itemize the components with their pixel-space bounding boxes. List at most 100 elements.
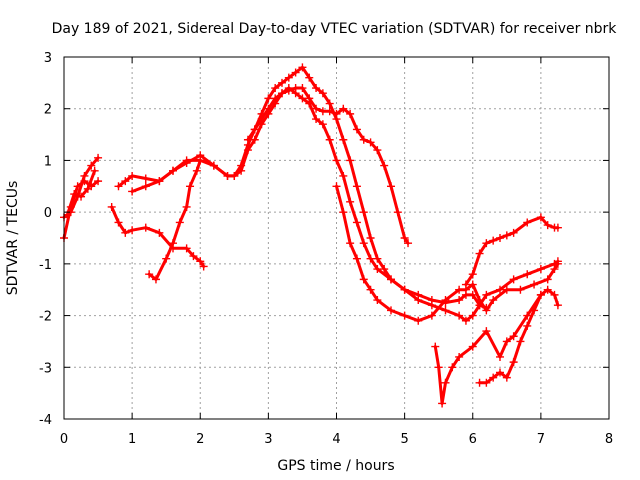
data-point: [543, 221, 552, 230]
data-point: [318, 120, 327, 129]
data-point: [380, 265, 389, 274]
data-point: [530, 280, 539, 289]
data-point: [509, 332, 518, 341]
data-point: [346, 197, 355, 206]
data-point: [352, 182, 361, 191]
data-point: [318, 89, 327, 98]
data-point: [155, 228, 164, 237]
series-group: [60, 63, 562, 408]
data-point: [366, 254, 375, 263]
data-point: [346, 156, 355, 165]
data-point: [536, 213, 545, 222]
data-point: [121, 177, 130, 186]
data-point: [441, 378, 450, 387]
data-point: [141, 174, 150, 183]
data-point: [509, 228, 518, 237]
data-point: [530, 306, 539, 315]
x-tick-label: 1: [128, 432, 136, 447]
data-point: [141, 223, 150, 232]
data-point: [264, 109, 273, 118]
series-line: [478, 293, 543, 385]
data-point: [455, 285, 464, 294]
data-point: [431, 342, 440, 351]
data-point: [448, 363, 457, 372]
data-point: [151, 275, 160, 284]
data-point: [243, 146, 252, 155]
y-tick-label: 0: [44, 206, 52, 221]
data-point: [94, 153, 103, 162]
data-point: [284, 73, 293, 82]
data-point: [502, 231, 511, 240]
series-line: [246, 65, 560, 323]
x-tick-label: 0: [60, 432, 68, 447]
y-axis-label: SDTVAR / TECUs: [5, 181, 21, 296]
data-point: [455, 352, 464, 361]
data-point: [332, 156, 341, 165]
y-tick-label: 3: [44, 51, 52, 66]
data-point: [182, 202, 191, 211]
x-tick-label: 4: [332, 432, 340, 447]
data-point: [90, 166, 99, 175]
axis-ticks: 0 1 2 3 4 5 6 7 8 -4 -3 -2 -1 0 1 2 3: [39, 51, 613, 447]
data-point: [250, 125, 259, 134]
data-point: [298, 94, 307, 103]
data-point: [257, 120, 266, 129]
data-point: [475, 378, 484, 387]
series-line: [335, 184, 560, 323]
data-point: [182, 244, 191, 253]
data-point: [128, 171, 137, 180]
data-series: [475, 290, 545, 387]
data-point: [352, 125, 361, 134]
x-tick-label: 6: [469, 432, 477, 447]
data-point: [243, 135, 252, 144]
data-point: [298, 63, 307, 72]
series-line: [433, 288, 560, 405]
data-point: [404, 239, 413, 248]
data-point: [237, 166, 246, 175]
data-point: [339, 104, 348, 113]
data-point: [192, 166, 201, 175]
data-point: [298, 84, 307, 93]
data-point: [77, 192, 86, 201]
data-point: [169, 166, 177, 175]
x-tick-label: 5: [400, 432, 408, 447]
data-point: [312, 115, 321, 124]
data-point: [387, 306, 395, 315]
data-point: [516, 337, 525, 346]
data-point: [523, 321, 532, 330]
data-point: [536, 265, 545, 274]
data-point: [502, 285, 511, 294]
data-point: [543, 285, 552, 294]
y-tick-label: -4: [39, 413, 52, 428]
x-tick-label: 3: [264, 432, 272, 447]
series-line: [62, 156, 100, 219]
data-point: [209, 161, 218, 170]
data-point: [441, 296, 450, 305]
data-point: [271, 84, 280, 93]
data-point: [496, 368, 504, 377]
data-point: [543, 275, 552, 284]
data-point: [186, 182, 195, 191]
data-point: [438, 399, 447, 408]
y-tick-label: -3: [39, 361, 52, 376]
data-point: [366, 285, 375, 294]
data-point: [199, 262, 208, 271]
data-point: [455, 296, 464, 305]
data-point: [359, 208, 368, 217]
data-point: [387, 182, 395, 191]
data-point: [196, 257, 205, 266]
data-point: [536, 290, 545, 299]
data-point: [509, 358, 518, 367]
data-point: [468, 290, 477, 299]
y-tick-label: -1: [39, 258, 52, 273]
data-series: [107, 202, 208, 271]
data-point: [523, 270, 532, 279]
data-point: [550, 265, 559, 274]
data-point: [482, 239, 491, 248]
data-point: [523, 311, 532, 320]
data-point: [482, 378, 491, 387]
data-point: [434, 363, 443, 372]
data-point: [400, 311, 409, 320]
data-series: [461, 213, 562, 289]
